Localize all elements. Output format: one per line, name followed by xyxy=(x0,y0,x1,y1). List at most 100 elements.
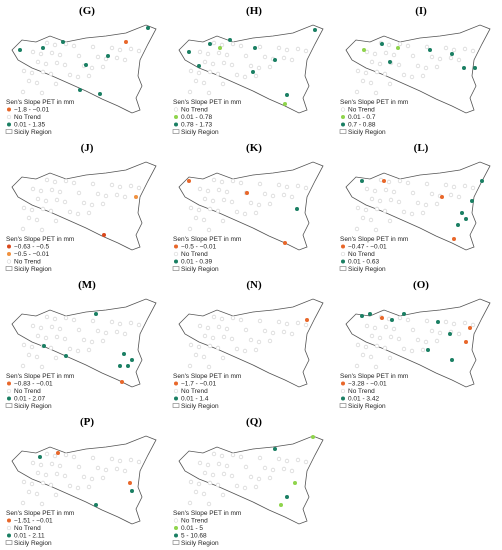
map xyxy=(178,435,324,525)
legend-label: No Trend xyxy=(181,107,208,114)
legend-symbol xyxy=(7,244,11,249)
station xyxy=(230,178,236,184)
station xyxy=(253,73,259,79)
station xyxy=(429,54,435,60)
station xyxy=(26,489,32,495)
station xyxy=(387,355,393,361)
station xyxy=(81,200,87,206)
station-trend xyxy=(134,195,138,199)
station-trend xyxy=(382,179,386,183)
station xyxy=(136,459,142,465)
station-trend xyxy=(273,58,277,62)
legend-region-symbol xyxy=(5,266,13,271)
station xyxy=(48,482,54,488)
station xyxy=(90,455,96,461)
station xyxy=(67,209,73,215)
legend-symbol xyxy=(7,518,11,523)
station-trend xyxy=(473,66,477,70)
station xyxy=(219,316,225,322)
station xyxy=(100,201,106,207)
legend-symbol xyxy=(340,107,346,112)
station xyxy=(43,198,49,204)
station xyxy=(34,491,40,497)
station xyxy=(415,200,421,206)
station xyxy=(242,348,248,354)
station-trend xyxy=(94,312,98,316)
station xyxy=(221,334,227,340)
legend-region-symbol xyxy=(5,403,13,408)
station xyxy=(29,344,35,350)
station xyxy=(456,57,462,63)
station xyxy=(63,315,69,321)
station-trend xyxy=(305,318,309,322)
station xyxy=(368,80,374,86)
station xyxy=(26,215,32,221)
station xyxy=(256,65,262,71)
station xyxy=(448,192,454,198)
station xyxy=(76,327,82,333)
station xyxy=(234,72,240,78)
station xyxy=(109,319,115,325)
station xyxy=(62,62,68,68)
station xyxy=(253,347,259,353)
station xyxy=(372,325,378,331)
station xyxy=(424,181,430,187)
station-trend xyxy=(98,92,102,96)
station xyxy=(391,189,397,195)
station-trend xyxy=(480,179,484,183)
station xyxy=(360,215,366,221)
station xyxy=(100,475,106,481)
station-trend xyxy=(390,318,394,322)
legend-region-label: Sicily Region xyxy=(181,129,219,136)
station xyxy=(281,192,287,198)
station xyxy=(52,179,58,185)
station xyxy=(415,63,421,69)
legend-region-symbol xyxy=(339,266,347,271)
station xyxy=(363,344,369,350)
legend-symbol xyxy=(174,259,178,264)
station xyxy=(196,481,202,487)
station xyxy=(188,479,194,485)
station xyxy=(109,45,115,51)
station-trend xyxy=(462,66,466,70)
station xyxy=(230,315,236,321)
station-trend xyxy=(388,60,392,64)
legend-symbol xyxy=(7,122,11,127)
station-trend xyxy=(283,102,287,106)
station-trend xyxy=(120,380,124,384)
station xyxy=(257,455,263,461)
panel-label: (H) xyxy=(246,5,262,17)
station xyxy=(462,320,468,326)
station-trend xyxy=(470,199,474,203)
station xyxy=(57,52,63,58)
station xyxy=(103,56,109,62)
legend-symbol xyxy=(174,244,178,249)
legend-region-label: Sicily Region xyxy=(348,129,386,136)
legend-symbol xyxy=(6,525,12,531)
legend-symbol xyxy=(341,396,345,401)
station xyxy=(90,44,96,50)
map xyxy=(178,161,324,251)
station xyxy=(67,72,73,78)
station xyxy=(410,327,416,333)
station xyxy=(109,456,115,462)
station xyxy=(95,191,101,197)
legend-label: 0.7 - 0.88 xyxy=(348,122,376,129)
station xyxy=(86,484,92,490)
station xyxy=(216,461,222,467)
map xyxy=(11,435,157,525)
station xyxy=(262,328,268,334)
station xyxy=(219,42,225,48)
station xyxy=(401,346,407,352)
legend-symbol xyxy=(173,107,179,112)
legend-symbol xyxy=(173,518,179,523)
station xyxy=(303,322,309,328)
station xyxy=(401,209,407,215)
station xyxy=(211,451,217,457)
panel-label: (O) xyxy=(413,279,429,291)
station xyxy=(211,40,217,46)
station xyxy=(243,464,249,470)
